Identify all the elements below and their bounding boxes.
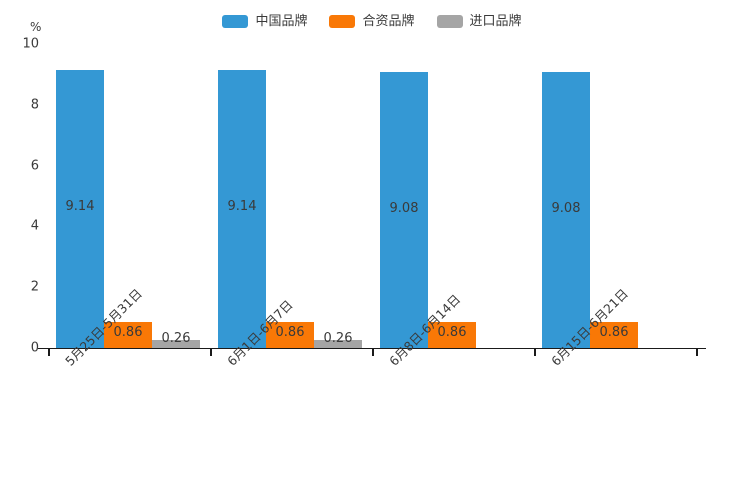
bar[interactable]: 9.14: [218, 44, 266, 348]
y-axis-tick-2: 2: [30, 279, 39, 295]
x-axis-tick: [48, 349, 50, 356]
y-axis-tick-0: 0: [30, 340, 39, 356]
y-axis-tick-10: 10: [22, 36, 39, 52]
y-axis-tick-8: 8: [30, 97, 39, 113]
legend-label-joint-venture-brand: 合资品牌: [362, 13, 415, 29]
bar[interactable]: 0.26: [314, 44, 362, 348]
bar-rect[interactable]: [218, 70, 266, 348]
y-axis-tick-4: 4: [30, 218, 39, 234]
bar-rect[interactable]: [542, 71, 590, 348]
x-axis-line: [38, 347, 706, 356]
bar[interactable]: [476, 44, 524, 348]
x-axis-tick: [534, 349, 536, 356]
chart-legend: 中国品牌 合资品牌 进口品牌: [0, 10, 744, 32]
legend-swatch-icon-import-brand: [436, 14, 463, 28]
bar-rect[interactable]: [56, 70, 104, 348]
bar-rect[interactable]: [380, 71, 428, 348]
bar[interactable]: [638, 44, 686, 348]
legend-swatch-icon-china-brand: [222, 14, 249, 28]
bar-rect[interactable]: [314, 340, 362, 348]
bar-rect[interactable]: [590, 321, 638, 348]
bar-rect[interactable]: [104, 321, 152, 348]
bar-rect[interactable]: [428, 321, 476, 348]
x-axis-tick: [372, 349, 374, 356]
bar[interactable]: 9.08: [380, 44, 428, 348]
y-axis-unit-label: %: [30, 20, 42, 34]
bar[interactable]: 9.14: [56, 44, 104, 348]
bar-rect[interactable]: [266, 321, 314, 348]
x-axis-tick: [696, 349, 698, 356]
legend-item-import-brand[interactable]: 进口品牌: [436, 13, 522, 29]
legend-item-joint-venture-brand[interactable]: 合资品牌: [329, 13, 415, 29]
bar-rect[interactable]: [152, 340, 200, 348]
legend-item-china-brand[interactable]: 中国品牌: [222, 13, 308, 29]
y-axis-tick-6: 6: [30, 158, 39, 174]
bar[interactable]: 9.08: [542, 44, 590, 348]
legend-label-import-brand: 进口品牌: [469, 13, 522, 29]
bar[interactable]: 0.26: [152, 44, 200, 348]
legend-swatch-icon-joint-venture-brand: [329, 14, 356, 28]
x-axis-tick: [210, 349, 212, 356]
legend-label-china-brand: 中国品牌: [255, 13, 308, 29]
